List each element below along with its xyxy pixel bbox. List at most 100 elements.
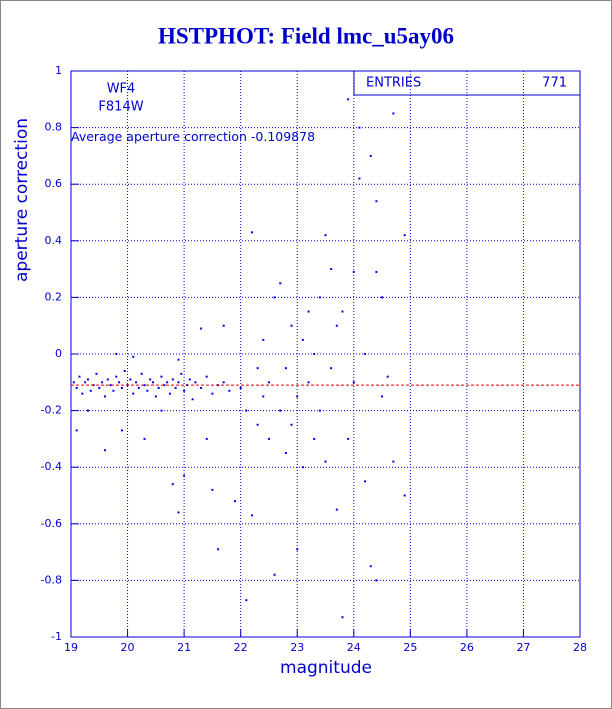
point [123, 369, 126, 372]
x-tick-label: 22 [234, 641, 248, 654]
x-tick-label: 23 [290, 641, 304, 654]
point [267, 381, 270, 384]
point [324, 460, 327, 463]
point [98, 386, 101, 389]
point [177, 381, 180, 384]
point [369, 565, 372, 568]
point [364, 353, 367, 355]
point [191, 398, 194, 401]
point [132, 392, 135, 395]
point [330, 367, 333, 370]
point [262, 338, 265, 341]
point [375, 200, 378, 203]
point [160, 409, 163, 412]
y-tick-label: -0.8 [41, 573, 62, 586]
x-tick-label: 21 [177, 641, 191, 654]
point [358, 177, 361, 180]
point [301, 338, 304, 341]
point [115, 353, 118, 355]
point [103, 395, 106, 398]
y-tick-label: -0.4 [41, 460, 62, 473]
point [386, 375, 389, 378]
point [347, 437, 350, 440]
x-tick-label: 28 [573, 641, 587, 654]
y-tick-label: -0.2 [41, 404, 62, 417]
point [205, 375, 208, 378]
stats-label: ENTRIES [366, 76, 421, 91]
point [279, 282, 282, 285]
point [177, 358, 180, 361]
point [129, 378, 132, 381]
point [324, 234, 327, 237]
point [250, 231, 253, 234]
point [381, 395, 384, 398]
point [86, 409, 89, 412]
x-axis-label: magnitude [280, 658, 372, 678]
point [205, 437, 208, 440]
point [284, 367, 287, 370]
y-tick-label: 0.4 [45, 234, 63, 247]
point [318, 296, 321, 299]
point [318, 409, 321, 412]
point [290, 423, 293, 426]
point [157, 386, 160, 389]
point [140, 372, 143, 375]
point [375, 270, 378, 273]
stats-value: 771 [542, 76, 567, 91]
point [256, 367, 259, 370]
point [81, 392, 84, 395]
point [245, 409, 248, 412]
point [72, 381, 75, 384]
x-tick-label: 27 [516, 641, 530, 654]
point [358, 126, 361, 129]
y-tick-label: -0.6 [41, 517, 62, 530]
point [149, 378, 152, 381]
point [335, 324, 338, 327]
point [347, 98, 350, 101]
point [101, 381, 104, 384]
point [352, 270, 355, 273]
chart-title: HSTPHOT: Field lmc_u5ay06 [158, 23, 454, 48]
point [194, 381, 197, 384]
point [273, 296, 276, 299]
x-tick-label: 24 [347, 641, 361, 654]
x-tick-label: 26 [460, 641, 474, 654]
point [403, 494, 406, 497]
point [381, 296, 384, 299]
average-annotation: Average aperture correction -0.109878 [71, 129, 315, 144]
y-tick-label: 0.2 [45, 290, 63, 303]
point [135, 381, 138, 384]
point [106, 378, 109, 381]
point [245, 599, 248, 602]
annotation: F814W [98, 100, 143, 115]
point [222, 324, 225, 327]
point [392, 112, 395, 115]
point [118, 381, 121, 384]
point [313, 437, 316, 440]
point [183, 474, 186, 477]
point [296, 395, 299, 398]
point [403, 234, 406, 237]
point [375, 579, 378, 582]
point [174, 386, 177, 389]
point [369, 154, 372, 157]
point [228, 389, 231, 392]
point [168, 392, 171, 395]
point [89, 389, 92, 392]
point [115, 375, 118, 378]
point [163, 384, 166, 387]
point [137, 386, 140, 389]
point [296, 548, 299, 551]
point [200, 327, 203, 330]
point [307, 310, 310, 313]
point [352, 381, 355, 384]
average-label: Average aperture correction [71, 129, 247, 144]
point [180, 372, 183, 375]
point [330, 268, 333, 271]
point [120, 429, 123, 432]
point [177, 511, 180, 514]
point [290, 324, 293, 327]
point [86, 378, 89, 381]
point [84, 381, 87, 384]
point [152, 381, 155, 384]
